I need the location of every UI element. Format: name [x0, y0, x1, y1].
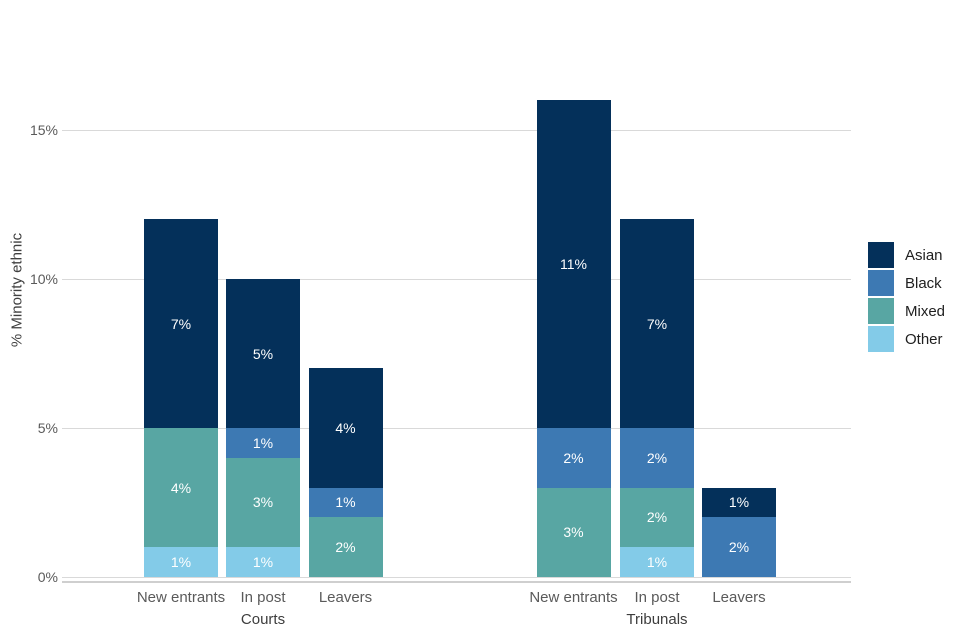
bar-segment-mixed: 4% — [144, 427, 218, 548]
legend-label-asian: Asian — [905, 246, 943, 264]
segment-value-label: 2% — [646, 449, 668, 466]
segment-value-label: 7% — [170, 315, 192, 332]
legend-swatch-black — [868, 270, 894, 296]
bar-segment-mixed: 3% — [536, 487, 611, 577]
bar-segment-black: 1% — [226, 428, 300, 458]
segment-value-label: 3% — [252, 494, 274, 511]
segment-value-label: 5% — [252, 345, 274, 362]
segment-value-label: 11% — [560, 256, 587, 273]
legend-item-mixed: Mixed — [868, 298, 945, 324]
legend-label-other: Other — [905, 330, 943, 348]
bar-courts-in-post: 5% 1% 3% 1% — [226, 279, 300, 577]
y-tick-label-15-: 15% — [29, 122, 58, 138]
bar-segment-asian: 4% — [308, 368, 383, 488]
bar-tribunals-leavers: 1% 2% — [702, 487, 776, 577]
x-category-label-in-post: In post — [240, 589, 286, 606]
legend-swatch-other — [868, 326, 894, 352]
x-axis-line — [62, 581, 851, 583]
bar-segment-mixed: 3% — [226, 457, 300, 548]
legend: Asian Black Mixed Other — [868, 242, 945, 352]
legend-item-black: Black — [868, 270, 945, 296]
gridline-5- — [62, 428, 851, 429]
x-group-label-tribunals: Tribunals — [626, 611, 688, 628]
bar-segment-asian: 7% — [144, 219, 218, 428]
bar-courts-new-entrants: 7% 4% 1% — [144, 219, 218, 577]
bar-segment-black: 2% — [536, 427, 611, 488]
x-category-label-leavers: Leavers — [712, 589, 766, 606]
y-tick-label-5-: 5% — [37, 420, 58, 436]
bar-segment-other: 1% — [620, 547, 694, 577]
x-category-label-in-post: In post — [634, 589, 680, 606]
segment-value-label: 1% — [170, 554, 192, 571]
x-group-label-courts: Courts — [240, 611, 286, 628]
bar-courts-leavers: 4% 1% 2% — [308, 368, 383, 577]
bar-segment-other: 1% — [226, 547, 300, 577]
segment-value-label: 1% — [252, 554, 274, 571]
segment-value-label: 7% — [646, 315, 668, 332]
segment-value-label: 1% — [646, 554, 668, 571]
bar-segment-black: 2% — [702, 517, 776, 577]
bar-segment-black: 1% — [308, 487, 383, 518]
bar-segment-black: 2% — [620, 427, 694, 488]
bar-segment-other: 1% — [144, 547, 218, 577]
segment-value-label: 2% — [335, 539, 356, 556]
bar-tribunals-new-entrants: 11% 2% 3% — [536, 100, 611, 577]
y-tick-label-0-: 0% — [37, 569, 58, 585]
gridline-10- — [62, 279, 851, 280]
gridline-0- — [62, 577, 851, 578]
segment-value-label: 1% — [335, 494, 356, 511]
legend-item-other: Other — [868, 326, 945, 352]
segment-value-label: 2% — [728, 539, 750, 556]
y-tick-label-10-: 10% — [29, 271, 58, 287]
segment-value-label: 1% — [728, 494, 750, 511]
segment-value-label: 2% — [646, 509, 668, 526]
legend-swatch-asian — [868, 242, 894, 268]
segment-value-label: 4% — [170, 479, 192, 496]
bar-segment-asian: 5% — [226, 279, 300, 428]
segment-value-label: 3% — [563, 524, 584, 541]
bar-segment-mixed: 2% — [308, 517, 383, 577]
x-category-label-new-entrants: New entrants — [136, 589, 226, 606]
legend-label-mixed: Mixed — [905, 302, 946, 320]
segment-value-label: 4% — [335, 419, 356, 436]
legend-item-asian: Asian — [868, 242, 945, 268]
gridline-15- — [62, 130, 851, 131]
bar-segment-mixed: 2% — [620, 487, 694, 548]
bar-tribunals-in-post: 7% 2% 2% 1% — [620, 219, 694, 577]
legend-label-black: Black — [905, 274, 942, 292]
x-category-label-new-entrants: New entrants — [529, 589, 618, 606]
bar-segment-asian: 7% — [620, 219, 694, 428]
bar-segment-asian: 11% — [536, 100, 611, 428]
segment-value-label: 2% — [563, 449, 584, 466]
bar-segment-asian: 1% — [702, 487, 776, 518]
segment-value-label: 1% — [252, 434, 274, 451]
legend-swatch-mixed — [868, 298, 894, 324]
x-category-label-leavers: Leavers — [318, 589, 373, 606]
y-axis-title: % Minority ethnic — [8, 232, 26, 348]
